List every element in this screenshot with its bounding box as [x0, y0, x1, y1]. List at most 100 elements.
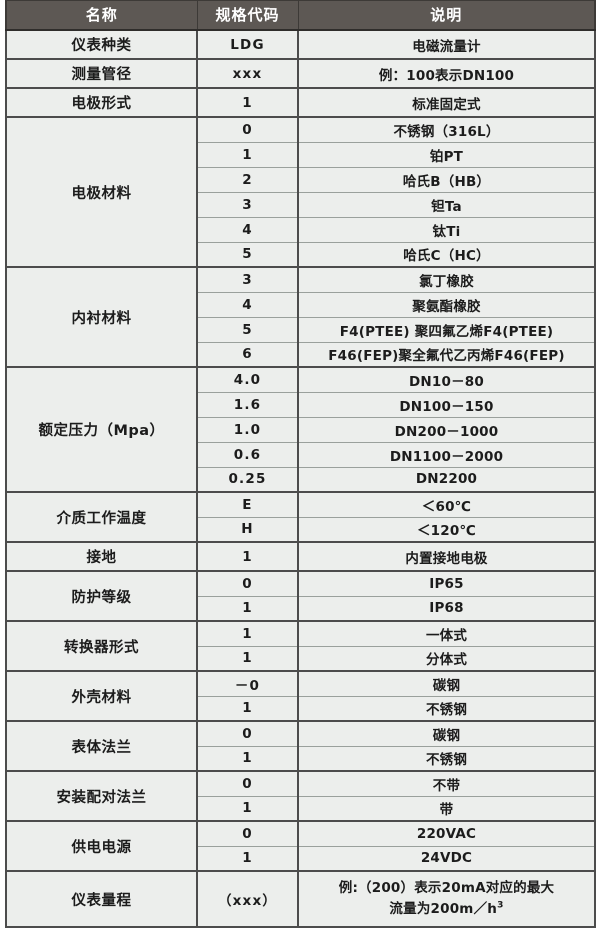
row-description-cell: 内置接地电极 [297, 541, 596, 572]
description-line-2-unit: ／h [473, 901, 498, 917]
row-description-cell: 带 [297, 795, 596, 822]
table-row: 1.6 DN100－150 [6, 391, 596, 418]
row-code-cell: 1 [196, 795, 299, 822]
row-description-cell: 例:（200）表示20mA对应的最大流量为200m／h3 [297, 870, 596, 928]
row-description-cell: 碳钢 [297, 670, 596, 697]
table-row: 供电电源 0 220VAC [5, 820, 596, 872]
specification-code-table: 名称 规格代码 说明 仪表种类 LDG 电磁流量计 测量管径 xxx 例：100表示DN1… [5, 0, 596, 928]
row-code-cell: 1 [196, 845, 299, 872]
row-code-cell: 1 [196, 595, 299, 622]
row-description-cell: 24VDC [297, 845, 596, 872]
row-name-cell: 转换器形式 [5, 620, 198, 672]
table-row: 内衬材料 3 氯丁橡胶 [5, 266, 596, 368]
column-header-description: 说明 [297, 0, 596, 31]
row-code-cell: 4.0 [196, 366, 299, 393]
row-code-cell: 5 [196, 241, 299, 268]
row-name-cell: 电极材料 [5, 116, 198, 268]
table-row: 转换器形式 1 一体式 [5, 620, 596, 672]
row-code-cell: LDG [196, 29, 299, 60]
row-name-cell: 防护等级 [5, 570, 198, 622]
row-name-cell: 电极形式 [5, 87, 198, 118]
row-description-cell: 铂PT [297, 141, 596, 168]
row-code-cell: 4 [196, 291, 299, 318]
row-code-cell: 5 [196, 316, 299, 343]
row-description-cell: 哈氏B（HB） [297, 166, 596, 193]
row-description-cell: DN2200 [297, 466, 596, 493]
table-row: 2 哈氏B（HB） [6, 166, 596, 193]
table-row: 1 不锈钢 [6, 695, 596, 722]
table-row: 电极形式 1 标准固定式 [5, 87, 596, 118]
row-code-cell: 1.0 [196, 416, 299, 443]
row-description-cell: 不带 [297, 770, 596, 797]
table-row: 1 IP68 [6, 595, 596, 622]
row-name-cell: 测量管径 [5, 58, 198, 89]
description-line-1: 例:（200）表示20mA对应的最大 [338, 880, 555, 897]
row-name-cell: 供电电源 [5, 820, 198, 872]
column-header-code: 规格代码 [196, 0, 299, 31]
table-row: 电极材料 0 不锈钢（316L） [5, 116, 596, 268]
description-line-2: 流量为200m／h3 [301, 899, 592, 920]
row-code-cell: 3 [196, 191, 299, 218]
row-code-cell: 1 [196, 620, 299, 647]
row-name-cell: 安装配对法兰 [5, 770, 198, 822]
table-row: 6 F46(FEP)聚全氟代乙丙烯F46(FEP) [6, 341, 596, 368]
row-code-cell: （xxx） [196, 870, 299, 928]
row-description-cell: 电磁流量计 [297, 29, 596, 60]
row-code-cell: xxx [196, 58, 299, 89]
row-description-cell: 不锈钢 [297, 745, 596, 772]
column-header-name: 名称 [5, 0, 198, 31]
table-row: 4 钛Ti [6, 216, 596, 243]
row-code-cell: 4 [196, 216, 299, 243]
row-name-cell: 内衬材料 [5, 266, 198, 368]
row-description-cell: 220VAC [297, 820, 596, 847]
table-row: 接地 1 内置接地电极 [5, 541, 596, 572]
row-code-cell: 2 [196, 166, 299, 193]
row-description-cell: IP68 [297, 595, 596, 622]
table-row: 1 铂PT [6, 141, 596, 168]
row-code-cell: H [196, 516, 299, 543]
row-code-cell: 1 [196, 645, 299, 672]
row-description-cell: 标准固定式 [297, 87, 596, 118]
table-row: 仪表量程 （xxx） 例:（200）表示20mA对应的最大 流量为200m／h3 [5, 870, 596, 928]
table-header: 名称 规格代码 说明 [5, 0, 596, 31]
row-description-cell: 不锈钢 [297, 695, 596, 722]
table-body: 仪表种类 LDG 电磁流量计 测量管径 xxx 例：100表示DN100 电极形式 1 标准固定… [5, 29, 596, 928]
row-name-cell: 仪表量程 [5, 870, 198, 928]
row-code-cell: 0 [196, 820, 299, 847]
table-row: 1 分体式 [6, 645, 596, 672]
row-code-cell: 1 [196, 141, 299, 168]
row-description-cell: F46(FEP)聚全氟代乙丙烯F46(FEP) [297, 341, 596, 368]
row-description-cell: F4(PTEE) 聚四氟乙烯F4(PTEE) [297, 316, 596, 343]
row-description-cell: 不锈钢（316L） [297, 116, 596, 143]
row-code-cell: 0 [196, 570, 299, 597]
table-header-row: 名称 规格代码 说明 [5, 0, 596, 31]
row-code-cell: 6 [196, 341, 299, 368]
row-code-cell: 3 [196, 266, 299, 293]
description-line-2-prefix: 流量为200m [389, 901, 474, 917]
row-code-cell: 1.6 [196, 391, 299, 418]
row-code-cell: 1 [196, 87, 299, 118]
row-code-cell: E [196, 491, 299, 518]
row-description-cell: 一体式 [297, 620, 596, 647]
row-description-cell: ＜60℃ [297, 491, 596, 518]
table-row: 额定压力（Mpa） 4.0 DN10－80 [5, 366, 596, 493]
row-code-cell: 1 [196, 745, 299, 772]
table-row: 5 F4(PTEE) 聚四氟乙烯F4(PTEE) [6, 316, 596, 343]
row-description-cell: 例：100表示DN100 [297, 58, 596, 89]
row-description-cell: 氯丁橡胶 [297, 266, 596, 293]
table-row: 5 哈氏C（HC） [6, 241, 596, 268]
description-line-2-exponent: 3 [497, 900, 504, 911]
row-description-cell: DN1100－2000 [297, 441, 596, 468]
row-code-cell: 0 [196, 116, 299, 143]
table-row: 安装配对法兰 0 不带 [5, 770, 596, 822]
row-name-cell: 仪表种类 [5, 29, 198, 60]
table-row: 测量管径 xxx 例：100表示DN100 [5, 58, 596, 89]
row-name-cell: 接地 [5, 541, 198, 572]
row-description-cell: DN10－80 [297, 366, 596, 393]
row-code-cell: －0 [196, 670, 299, 697]
row-description-cell: DN100－150 [297, 391, 596, 418]
row-name-cell: 介质工作温度 [5, 491, 198, 543]
row-description-cell: 聚氨酯橡胶 [297, 291, 596, 318]
